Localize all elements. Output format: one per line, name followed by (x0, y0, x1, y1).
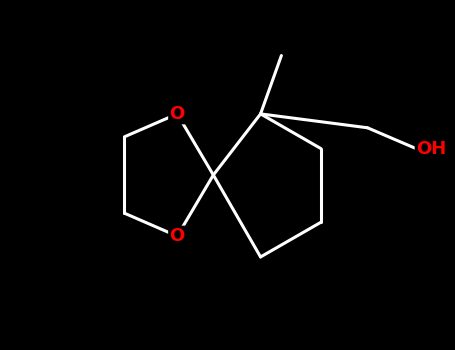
Text: O: O (170, 105, 185, 123)
Text: OH: OH (416, 140, 446, 158)
Text: O: O (170, 227, 185, 245)
